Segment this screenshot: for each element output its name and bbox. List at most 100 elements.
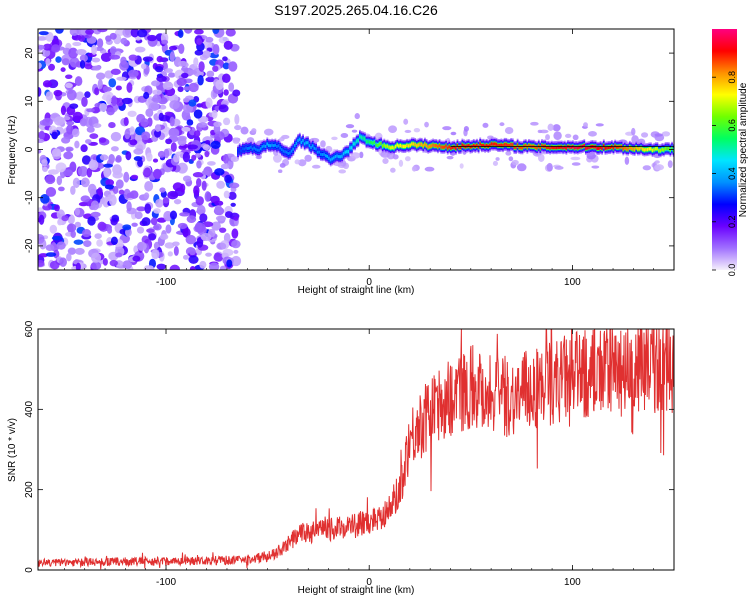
spectrogram-ridge-cell (529, 144, 532, 148)
spectrogram-noise-cell (49, 260, 60, 270)
spectrogram-halo-cell (654, 164, 665, 171)
spectrogram-noise-cell (75, 48, 87, 56)
spectrogram-noise-cell (193, 57, 199, 67)
spectrogram-noise-cell (191, 154, 197, 161)
spectrogram-noise-cell (61, 136, 71, 144)
spectrogram-noise-cell (223, 117, 231, 126)
spectrogram-noise-cell (115, 97, 124, 107)
spectrogram-ridge-cell (324, 154, 327, 158)
spectrogram-ridge-cell (363, 137, 366, 141)
spectrogram-noise-cell (53, 89, 63, 97)
spectrogram-noise-cell (214, 252, 221, 257)
spectrogram-noise-cell (177, 222, 188, 230)
spectrogram-noise-cell (126, 82, 133, 93)
spectrogram-noise-cell (38, 130, 45, 141)
spectrogram-noise-cell (205, 139, 211, 145)
spectrogram-noise-cell (169, 100, 180, 110)
spectrogram-ridge-cell (367, 140, 369, 144)
spectrogram-noise-cell (178, 144, 187, 150)
spectrogram-noise-cell (199, 260, 207, 269)
colorbar-label: Normalized spectral amplitude (738, 82, 749, 217)
spectrogram-noise-cell (182, 227, 191, 238)
spectrogram-noise-cell (230, 202, 236, 207)
spectrogram-ridge-cell (568, 145, 571, 149)
spectrogram-noise-cell (177, 86, 184, 93)
colorbar-tick-label: 0.4 (727, 167, 737, 180)
spectrogram-ridge-cell (383, 143, 386, 147)
spectrogram-noise-cell (177, 29, 184, 38)
spectrogram-noise-cell (187, 70, 198, 75)
spectrogram-halo-cell (350, 152, 361, 159)
spectrogram-ridge-cell (505, 142, 508, 147)
spectrogram-ridge-cell (578, 145, 581, 149)
spectrogram-noise-cell (98, 137, 107, 143)
spectrogram-ridge-cell (256, 148, 259, 152)
spectrogram-noise-cell (109, 46, 117, 55)
spectrogram-ridge-cell (310, 145, 313, 150)
spectrogram-noise-cell (73, 239, 84, 245)
spectrogram-noise-cell (201, 180, 207, 191)
spectrogram-noise-cell (125, 151, 132, 161)
spectrogram-noise-cell (165, 224, 172, 234)
spectrogram-noise-cell (146, 228, 155, 233)
spectrogram-halo-cell (495, 157, 500, 161)
spectrogram-noise-cell (38, 138, 45, 144)
spectrogram-noise-cell (143, 167, 152, 178)
spectrogram-ridge-cell (656, 147, 659, 151)
spectrogram-halo-cell (552, 124, 561, 132)
spectrogram-noise-cell (233, 216, 239, 221)
spectrogram-noise-cell (38, 149, 42, 154)
spectrogram-ridge-cell (630, 146, 633, 150)
spectrogram-noise-cell (106, 94, 112, 105)
spectrogram-noise-cell (124, 128, 131, 140)
spectrogram-noise-cell (168, 128, 180, 138)
spectrogram-ridge-cell (440, 145, 443, 149)
spectrogram-halo-cell (359, 151, 364, 159)
spectrogram-ridge-cell (583, 144, 586, 148)
spectrogram-ridge-cell (258, 148, 261, 152)
spectrogram-ridge-cell (500, 143, 503, 147)
spectrogram-ridge-cell (454, 146, 457, 150)
spectrogram-noise-cell (197, 122, 208, 128)
spectrogram-noise-cell (134, 46, 146, 53)
spectrogram-noise-cell (53, 249, 60, 259)
spectrogram-x-tick-label: 0 (366, 277, 372, 288)
spectrogram-noise-cell (42, 166, 48, 173)
spectrogram-noise-cell (221, 73, 231, 84)
spectrogram-ridge-cell (544, 144, 547, 148)
spectrogram-halo-cell (424, 121, 429, 128)
spectrogram-y-tick-label: 0 (24, 146, 35, 152)
spectrogram-ridge-cell (604, 146, 607, 150)
spectrogram-noise-cell (179, 212, 190, 217)
spectrogram-noise-cell (147, 34, 157, 42)
spectrogram-noise-cell (91, 106, 100, 114)
spectrogram-noise-cell (155, 65, 164, 73)
spectrogram-noise-cell (63, 115, 71, 121)
spectrogram-ridge-cell (635, 145, 638, 150)
spectrogram-halo-cell (340, 132, 349, 139)
spectrogram-noise-cell (212, 29, 220, 34)
spectrogram-noise-cell (231, 255, 242, 267)
spectrogram-ridge-cell (342, 152, 345, 156)
spectrogram-noise-cell (87, 216, 96, 226)
spectrogram-noise-cell (226, 259, 233, 268)
spectrogram-halo-cell (571, 162, 581, 166)
spectrogram-ridge-cell (612, 146, 615, 150)
spectrogram-ridge-cell (290, 149, 293, 153)
spectrogram-halo-cell (570, 156, 581, 161)
spectrogram-noise-cell (188, 247, 196, 256)
spectrogram-halo-cell (390, 167, 396, 173)
spectrogram-noise-cell (129, 139, 138, 146)
spectrogram-ridge-cell (448, 145, 451, 149)
spectrogram-noise-cell (157, 150, 166, 158)
spectrogram-noise-cell (97, 221, 107, 231)
spectrogram-noise-cell (182, 97, 190, 103)
spectrogram-noise-cell (224, 211, 233, 219)
spectrogram-halo-cell (654, 133, 663, 137)
spectrogram-ridge-cell (617, 145, 620, 149)
spectrogram-noise-cell (192, 172, 204, 178)
spectrogram-ridge-cell (648, 147, 651, 151)
spectrogram-ridge-cell (346, 150, 348, 154)
spectrogram-noise-cell (45, 244, 55, 251)
